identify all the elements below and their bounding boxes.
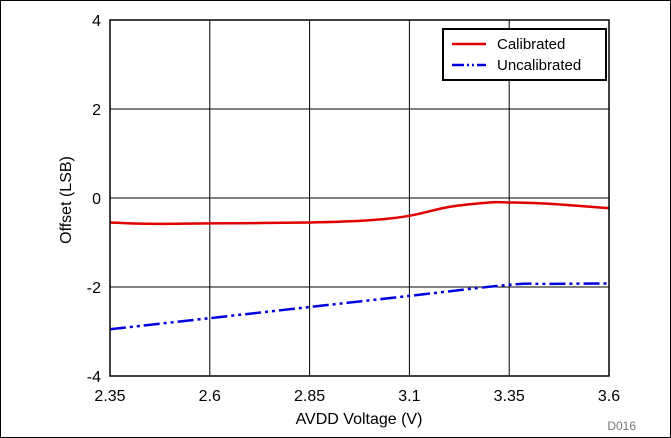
- y-tick-label: 4: [92, 13, 101, 30]
- y-tick-label: 0: [92, 191, 101, 208]
- y-tick-label: -2: [87, 280, 101, 297]
- x-axis-label: AVDD Voltage (V): [296, 411, 423, 428]
- y-axis-label: Offset (LSB): [58, 156, 75, 244]
- x-tick-label: 3.1: [398, 388, 420, 405]
- y-tick-label: -4: [87, 369, 101, 386]
- x-tick-label: 2.6: [199, 388, 221, 405]
- x-tick-labels: 2.35 2.6 2.85 3.1 3.35 3.6: [94, 388, 620, 405]
- x-tick-label: 3.6: [598, 388, 620, 405]
- series-layer: [110, 202, 609, 329]
- y-tick-label: 2: [92, 102, 101, 119]
- figure-code: D016: [607, 419, 636, 433]
- series-line-calibrated: [110, 202, 609, 224]
- x-tick-label: 2.85: [294, 388, 325, 405]
- legend-label-uncalibrated: Uncalibrated: [497, 57, 581, 74]
- legend-label-calibrated: Calibrated: [497, 36, 565, 53]
- legend: Calibrated Uncalibrated: [443, 29, 606, 80]
- y-tick-labels: -4 -2 0 2 4: [87, 13, 101, 386]
- series-line-uncalibrated: [110, 283, 609, 329]
- x-tick-label: 2.35: [94, 388, 125, 405]
- x-tick-label: 3.35: [494, 388, 525, 405]
